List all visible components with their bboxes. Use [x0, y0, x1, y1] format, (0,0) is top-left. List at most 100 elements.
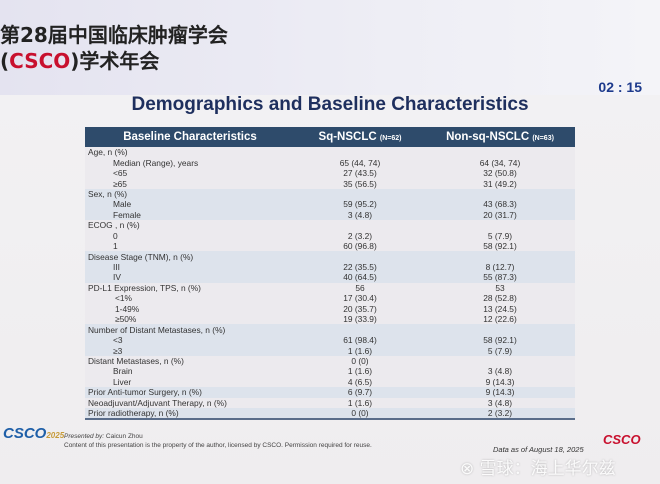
row-label: Median (Range), years	[85, 157, 295, 168]
nonsq-value: 20 (31.7)	[425, 209, 575, 221]
conference-title: 第28届中国临床肿瘤学会 (CSCO)学术年会	[0, 22, 228, 74]
sq-value: 56	[295, 282, 425, 294]
copyright-notice: Content of this presentation is the prop…	[64, 442, 372, 449]
row-label: Number of Distant Metastases, n (%)	[85, 324, 295, 335]
row-label: Male	[85, 199, 295, 210]
table-row: Number of Distant Metastases, n (%)	[85, 324, 575, 335]
table-row: Prior radiotherapy, n (%) 0 (0) 2 (3.2)	[85, 407, 575, 419]
baseline-table: Baseline Characteristics Sq-NSCLC (N=62)…	[85, 127, 575, 420]
sq-value: 20 (35.7)	[295, 303, 425, 314]
row-label: Age, n (%)	[85, 147, 295, 158]
row-label: III	[85, 261, 295, 273]
sq-value	[295, 251, 425, 262]
nonsq-value: 12 (22.6)	[425, 314, 575, 325]
nonsq-value: 31 (49.2)	[425, 178, 575, 189]
sq-value: 59 (95.2)	[295, 199, 425, 210]
table-row: ≥65 35 (56.5) 31 (49.2)	[85, 178, 575, 189]
table-row: Male 59 (95.2) 43 (68.3)	[85, 199, 575, 210]
table-row: Prior Anti-tumor Surgery, n (%) 6 (9.7) 9 …	[85, 387, 575, 398]
row-label: PD-L1 Expression, TPS, n (%)	[85, 282, 295, 294]
table-row: ECOG , n (%)	[85, 220, 575, 231]
table-row: <1% 17 (30.4) 28 (52.8)	[85, 293, 575, 304]
row-label: 0	[85, 230, 295, 241]
row-label: Disease Stage (TNM), n (%)	[85, 251, 295, 262]
conference-banner	[0, 0, 660, 95]
sq-value: 65 (44, 74)	[295, 157, 425, 168]
table-row: Sex, n (%)	[85, 188, 575, 200]
sq-value: 0 (0)	[295, 355, 425, 367]
row-label: <65	[85, 167, 295, 179]
nonsq-value	[425, 147, 575, 158]
table-row: PD-L1 Expression, TPS, n (%) 56 53	[85, 282, 575, 294]
nonsq-value	[425, 251, 575, 262]
nonsq-value: 58 (92.1)	[425, 240, 575, 252]
nonsq-value: 13 (24.5)	[425, 303, 575, 314]
nonsq-value: 64 (34, 74)	[425, 157, 575, 168]
table-row: Median (Range), years 65 (44, 74) 64 (34, …	[85, 157, 575, 168]
nonsq-value: 5 (7.9)	[425, 345, 575, 356]
row-label: 1-49%	[85, 303, 295, 314]
table-row: 1 60 (96.8) 58 (92.1)	[85, 240, 575, 252]
sq-value: 61 (98.4)	[295, 334, 425, 346]
sq-value: 17 (30.4)	[295, 293, 425, 304]
table-row: <65 27 (43.5) 32 (50.8)	[85, 167, 575, 179]
nonsq-value: 2 (3.2)	[425, 407, 575, 419]
table-row: Disease Stage (TNM), n (%)	[85, 251, 575, 262]
nonsq-value	[425, 220, 575, 231]
sq-value	[295, 324, 425, 335]
nonsq-value	[425, 355, 575, 367]
nonsq-value: 43 (68.3)	[425, 199, 575, 210]
nonsq-value: 53	[425, 282, 575, 294]
table-row: III 22 (35.5) 8 (12.7)	[85, 261, 575, 273]
table-row: IV 40 (64.5) 55 (87.3)	[85, 272, 575, 283]
sq-value: 6 (9.7)	[295, 387, 425, 398]
table-row: Neoadjuvant/Adjuvant Therapy, n (%) 1 (1.…	[85, 397, 575, 408]
row-label: Prior radiotherapy, n (%)	[85, 407, 295, 419]
row-label: ≥50%	[85, 314, 295, 325]
row-label: <3	[85, 334, 295, 346]
sq-value: 2 (3.2)	[295, 230, 425, 241]
sq-value: 3 (4.8)	[295, 209, 425, 221]
sq-value: 0 (0)	[295, 407, 425, 419]
nonsq-value: 8 (12.7)	[425, 261, 575, 273]
table-row: <3 61 (98.4) 58 (92.1)	[85, 334, 575, 346]
sq-value: 1 (1.6)	[295, 397, 425, 408]
table-row: Brain 1 (1.6) 3 (4.8)	[85, 366, 575, 377]
row-label: ECOG , n (%)	[85, 220, 295, 231]
nonsq-value	[425, 188, 575, 200]
sq-value: 27 (43.5)	[295, 167, 425, 179]
table-row: ≥3 1 (1.6) 5 (7.9)	[85, 345, 575, 356]
row-label: <1%	[85, 293, 295, 304]
nonsq-value: 55 (87.3)	[425, 272, 575, 283]
row-label: 1	[85, 240, 295, 252]
sq-value: 40 (64.5)	[295, 272, 425, 283]
table-row: Distant Metastases, n (%) 0 (0)	[85, 355, 575, 367]
nonsq-value: 28 (52.8)	[425, 293, 575, 304]
nonsq-value: 9 (14.3)	[425, 376, 575, 388]
sq-value	[295, 188, 425, 200]
nonsq-value	[425, 324, 575, 335]
row-label: Prior Anti-tumor Surgery, n (%)	[85, 387, 295, 398]
nonsq-value: 9 (14.3)	[425, 387, 575, 398]
timer: 02 : 15	[598, 79, 642, 95]
header-nonsq: Non-sq-NSCLC (N=63)	[425, 127, 575, 147]
row-label: Female	[85, 209, 295, 221]
csco-2025-logo: CSCO2025	[3, 425, 65, 442]
table-row: 1-49% 20 (35.7) 13 (24.5)	[85, 303, 575, 314]
sq-value: 19 (33.9)	[295, 314, 425, 325]
table-row: Age, n (%)	[85, 147, 575, 158]
footer-credits: Presented by: Caicun Zhou Content of thi…	[64, 433, 372, 449]
sq-value: 1 (1.6)	[295, 366, 425, 377]
table-row: Female 3 (4.8) 20 (31.7)	[85, 209, 575, 221]
watermark: ⊗ 雪球：海上华尔兹	[460, 459, 616, 479]
nonsq-value: 58 (92.1)	[425, 334, 575, 346]
row-label: Sex, n (%)	[85, 188, 295, 200]
header-sq: Sq-NSCLC (N=62)	[295, 127, 425, 147]
data-as-of: Data as of August 18, 2025	[493, 445, 584, 454]
row-label: Liver	[85, 376, 295, 388]
nonsq-value: 3 (4.8)	[425, 366, 575, 377]
row-label: Distant Metastases, n (%)	[85, 355, 295, 367]
sq-value: 1 (1.6)	[295, 345, 425, 356]
conference-title-line1: 第28届中国临床肿瘤学会	[0, 23, 228, 47]
